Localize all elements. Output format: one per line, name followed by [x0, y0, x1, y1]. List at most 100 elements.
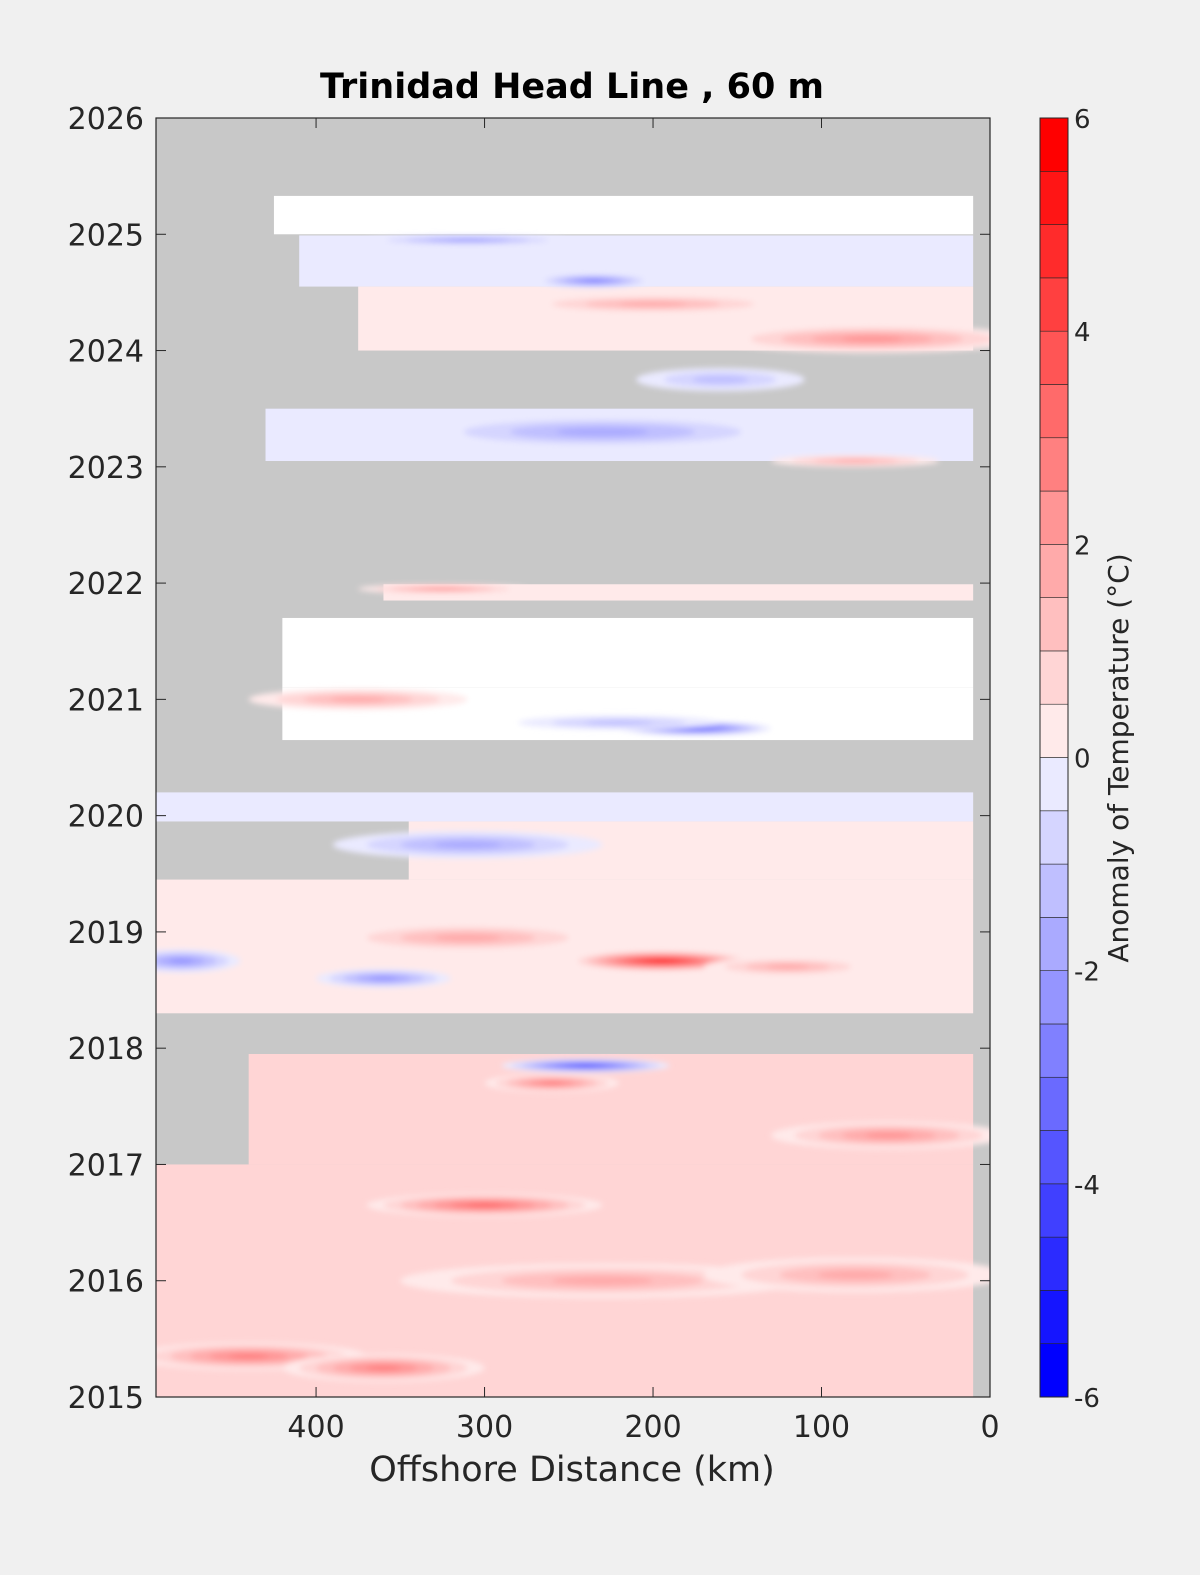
colorbar-step [1039, 384, 1069, 439]
anomaly-contour [584, 279, 604, 282]
colorbar-step [1039, 117, 1069, 172]
colorbar-tick-label: -2 [1074, 958, 1100, 988]
colorbar-step [1039, 970, 1069, 1025]
y-tick-label: 2016 [68, 1265, 144, 1300]
data-row-0 [273, 195, 974, 235]
colorbar-step [1039, 1183, 1069, 1238]
colorbar-tick-label: -6 [1074, 1384, 1100, 1414]
anomaly-contour [652, 959, 671, 963]
colorbar-tick-label: 4 [1074, 318, 1091, 348]
y-tick-label: 2022 [68, 567, 144, 602]
anomaly-blob-15 [248, 688, 468, 710]
y-tick-label: 2024 [68, 335, 144, 370]
colorbar-step [1039, 1023, 1069, 1078]
anomaly-contour [467, 1203, 502, 1207]
colorbar-step [1039, 1343, 1069, 1398]
anomaly-contour [330, 696, 386, 702]
x-tick-label: 100 [793, 1410, 850, 1445]
anomaly-blob-21 [535, 273, 654, 288]
anomaly-contour [834, 459, 877, 463]
anomaly-blob-23 [770, 455, 940, 467]
colorbar: -6 -4 -2 0 2 4 6 [1039, 105, 1100, 1414]
plot-layer [156, 195, 990, 1397]
colorbar-tick-label: 6 [1074, 105, 1091, 135]
y-tick-label: 2018 [68, 1032, 144, 1067]
colorbar-frame [1039, 117, 1069, 1398]
colorbar-step [1039, 1290, 1069, 1345]
anomaly-blob-17 [720, 324, 990, 353]
anomaly-blob-19 [417, 415, 788, 449]
anomaly-contour [685, 727, 705, 730]
anomaly-contour [575, 1064, 597, 1067]
plot-frame [155, 117, 991, 1398]
y-tick-label: 2015 [68, 1381, 144, 1416]
anomaly-blob-10 [156, 949, 241, 973]
anomaly-contour [425, 587, 460, 590]
anomaly-blob-13 [332, 830, 603, 859]
x-tick-label: 0 [980, 1410, 999, 1445]
colorbar-step [1039, 917, 1069, 971]
x-tick-label: 200 [624, 1410, 681, 1445]
colorbar-step [1039, 810, 1069, 865]
anomaly-contour [619, 301, 687, 307]
data-row-5 [282, 617, 974, 688]
colorbar-step [1039, 1236, 1069, 1291]
anomaly-contour [434, 934, 502, 942]
x-tick-label: 400 [287, 1410, 344, 1445]
colorbar-step [1039, 1130, 1069, 1185]
anomaly-contour [692, 375, 749, 384]
anomaly-blob-3 [282, 1353, 485, 1382]
anomaly-blob-16 [518, 715, 721, 730]
anomaly-contour [366, 1365, 401, 1371]
x-tick-label: 300 [456, 1410, 513, 1445]
y-tick-label: 2019 [68, 916, 144, 951]
colorbar-step [1039, 437, 1069, 492]
anomaly-blob-1 [366, 1193, 603, 1217]
anomaly-blob-8 [501, 1058, 670, 1073]
anomaly-blob-12 [332, 923, 603, 952]
anomaly-blob-22 [636, 367, 805, 392]
y-tick-label: 2017 [68, 1148, 144, 1183]
anomaly-blob-20 [366, 235, 569, 245]
anomaly-blob-11 [703, 957, 873, 977]
data-row-7 [156, 792, 974, 822]
colorbar-step [1039, 703, 1069, 758]
anomaly-blob-18 [518, 294, 788, 314]
colorbar-tick-label: -4 [1074, 1171, 1100, 1201]
y-tick-label: 2026 [68, 102, 144, 137]
anomaly-blobs-layer [156, 235, 990, 1382]
colorbar-step [1039, 544, 1069, 598]
anomaly-contour [841, 336, 903, 342]
anomaly-blob-5 [703, 1257, 990, 1293]
colorbar-step [1039, 277, 1069, 332]
y-tick-label: 2021 [68, 683, 144, 718]
anomaly-contour [865, 1132, 913, 1139]
anomaly-blob-24 [358, 584, 527, 594]
colorbar-step [1039, 224, 1069, 279]
y-axis: 2015 2016 2017 2018 2019 2020 2021 2022 2023 2024… [68, 102, 990, 1416]
colorbar-label: Anomaly of Temperature (°C) [1102, 553, 1135, 962]
anomaly-contour [434, 841, 502, 849]
colorbar-step [1039, 1076, 1069, 1131]
y-tick-label: 2025 [68, 218, 144, 253]
colorbar-step [1039, 597, 1069, 652]
anomaly-blob-4 [400, 1263, 805, 1299]
x-axis-label: Offshore Distance (km) [369, 1450, 775, 1490]
data-row-4 [383, 584, 974, 601]
anomaly-contour [817, 1270, 894, 1280]
anomaly-blob-7 [484, 1073, 620, 1093]
x-axis: 400 300 200 100 0 [287, 118, 1000, 1445]
anomaly-contour [551, 1276, 654, 1286]
anomaly-contour [229, 1353, 269, 1359]
colorbar-step [1039, 863, 1069, 918]
anomaly-contour [447, 239, 488, 242]
colorbar-step [1039, 330, 1069, 385]
colorbar-tick-label: 0 [1074, 745, 1091, 775]
anomaly-blob-6 [771, 1121, 990, 1150]
colorbar-tick-label: 2 [1074, 531, 1091, 561]
colorbar-step [1039, 757, 1069, 812]
anomaly-contour [540, 1081, 564, 1085]
anomaly-contour [585, 720, 654, 725]
